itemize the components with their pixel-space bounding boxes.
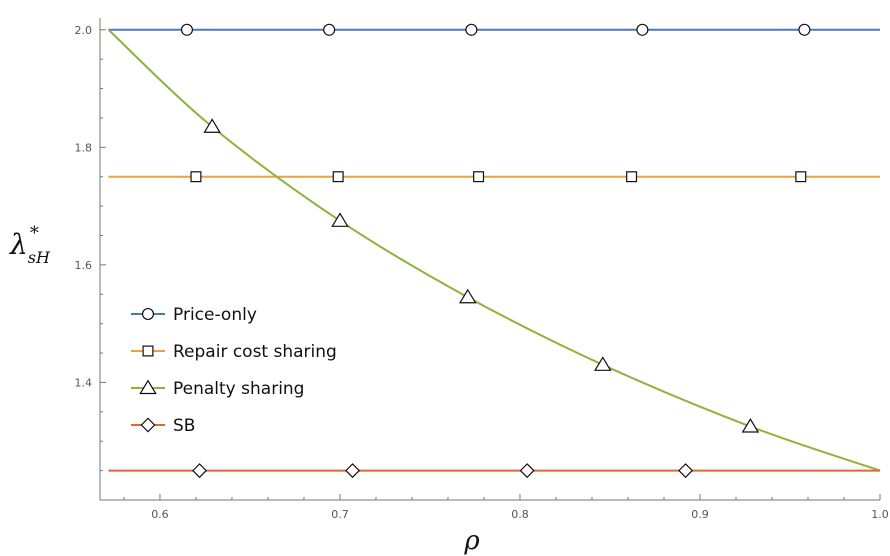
data-point-marker xyxy=(180,23,194,36)
data-point-marker xyxy=(626,171,638,183)
x-tick-label: 0.8 xyxy=(511,508,529,521)
series-layer xyxy=(107,23,881,479)
legend-label: Penalty sharing xyxy=(173,379,304,399)
legend-label: Price-only xyxy=(173,305,257,325)
legend-marker xyxy=(140,417,156,433)
y-tick-label: 1.6 xyxy=(75,259,93,272)
series-price-only xyxy=(108,23,880,36)
data-point-marker xyxy=(331,212,349,227)
legend-label: Repair cost sharing xyxy=(173,342,337,362)
y-tick-label: 1.8 xyxy=(75,141,93,154)
data-point-marker xyxy=(192,463,208,479)
legend-item: SB xyxy=(131,416,195,436)
data-point-marker xyxy=(190,171,202,183)
legend-item: Price-only xyxy=(131,305,257,325)
legend-item: Penalty sharing xyxy=(131,379,304,399)
x-tick-label: 1.0 xyxy=(871,508,889,521)
series-sb xyxy=(108,463,880,479)
data-point-marker xyxy=(345,463,361,479)
data-point-marker xyxy=(798,23,811,36)
x-tick-label: 0.6 xyxy=(151,508,169,521)
data-point-marker xyxy=(636,23,649,36)
x-tick-label: 0.7 xyxy=(331,508,349,521)
data-point-marker xyxy=(323,23,336,36)
data-point-marker xyxy=(473,171,485,183)
axes: 0.6 0.7 0.8 0.9 1.0 1.4 1.6 1.8 2.0 xyxy=(75,18,889,521)
data-point-marker xyxy=(458,288,477,304)
data-point-marker xyxy=(594,356,612,371)
legend-marker xyxy=(139,379,157,395)
data-point-marker xyxy=(678,463,694,479)
series-penalty-sharing xyxy=(107,29,881,472)
legend: Price-only Repair cost sharing Penalty sha… xyxy=(131,305,337,436)
x-tick-label: 0.9 xyxy=(691,508,709,521)
series-repair-cost-sharing xyxy=(108,171,880,183)
y-tick-label: 2.0 xyxy=(75,24,93,37)
y-axis-title: λsH * xyxy=(9,223,51,267)
y-axis-title-base: λ xyxy=(9,228,28,261)
data-point-marker xyxy=(203,118,221,133)
data-point-marker xyxy=(795,171,807,183)
y-axis-title-sub: sH xyxy=(28,248,51,267)
data-point-marker xyxy=(519,463,535,479)
legend-label: SB xyxy=(173,416,195,436)
y-axis-title-sup: * xyxy=(30,223,39,244)
x-axis-title: ρ xyxy=(463,526,480,556)
data-point-marker xyxy=(332,171,344,183)
data-point-marker xyxy=(465,23,478,36)
legend-marker xyxy=(142,345,154,357)
series-line xyxy=(107,29,881,472)
y-tick-label: 1.4 xyxy=(75,376,93,389)
data-point-marker xyxy=(741,418,760,433)
legend-marker xyxy=(141,307,155,321)
legend-item: Repair cost sharing xyxy=(131,342,337,362)
